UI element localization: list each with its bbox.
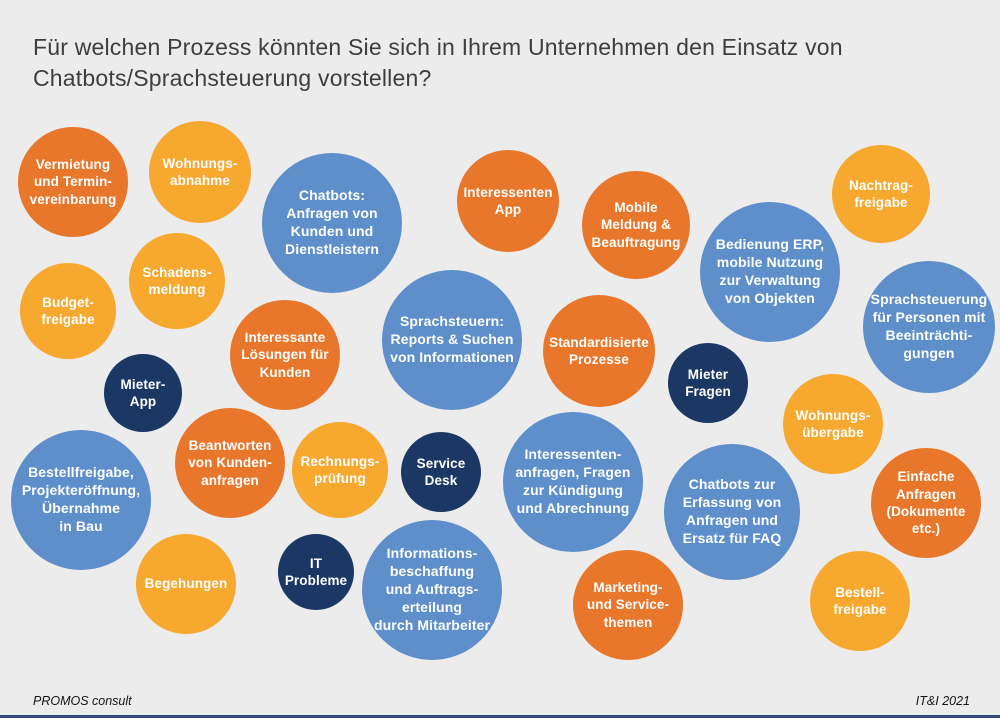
page-title: Für welchen Prozess könnten Sie sich in …	[33, 34, 843, 92]
bubble-rechnungspruefung: Rechnungs- prüfung	[292, 422, 388, 518]
bubble-informationsbeschaffung: Informations- beschaffung und Auftrags- …	[362, 520, 502, 660]
bubble-bestellfreigabe: Bestell- freigabe	[810, 551, 910, 651]
bubble-beantworten-kundenanfragen: Beantworten von Kunden- anfragen	[175, 408, 285, 518]
bubble-standardisierte-prozesse: Standardisierte Prozesse	[543, 295, 655, 407]
bottom-rule	[0, 715, 1000, 718]
bubble-interessante-loesungen: Interessante Lösungen für Kunden	[230, 300, 340, 410]
bubble-mobile-meldung-beauftragung: Mobile Meldung & Beauftragung	[582, 171, 690, 279]
footer-source: PROMOS consult	[33, 694, 132, 708]
bubble-schadensmeldung: Schadens- meldung	[129, 233, 225, 329]
bubble-mieter-fragen: Mieter Fragen	[668, 343, 748, 423]
bubble-begehungen: Begehungen	[136, 534, 236, 634]
bubble-nachtragfreigabe: Nachtrag- freigabe	[832, 145, 930, 243]
bubble-chatbots-anfragen-kunden: Chatbots: Anfragen von Kunden und Dienst…	[262, 153, 402, 293]
bubble-service-desk: Service Desk	[401, 432, 481, 512]
bubble-interessenten-app: Interessenten App	[457, 150, 559, 252]
bubble-einfache-anfragen: Einfache Anfragen (Dokumente etc.)	[871, 448, 981, 558]
bubble-mieter-app: Mieter- App	[104, 354, 182, 432]
bubble-marketing-servicethemen: Marketing- und Service- themen	[573, 550, 683, 660]
bubble-chatbots-erfassung-faq: Chatbots zur Erfassung von Anfragen und …	[664, 444, 800, 580]
bubble-vermietung-terminvereinbarung: Vermietung und Termin- vereinbarung	[18, 127, 128, 237]
footer-edition: IT&I 2021	[915, 694, 970, 708]
bubble-sprachsteuern-reports: Sprachsteuern: Reports & Suchen von Info…	[382, 270, 522, 410]
bubble-wohnungsabnahme: Wohnungs- abnahme	[149, 121, 251, 223]
bubble-it-probleme: IT Probleme	[278, 534, 354, 610]
bubble-interessentenanfragen: Interessenten- anfragen, Fragen zur Künd…	[503, 412, 643, 552]
bubble-bedienung-erp: Bedienung ERP, mobile Nutzung zur Verwal…	[700, 202, 840, 342]
bubble-sprachsteuerung-personen: Sprachsteuerung für Personen mit Beeintr…	[863, 261, 995, 393]
bubble-wohnungsuebergabe: Wohnungs- übergabe	[783, 374, 883, 474]
bubble-bestellfreigabe-projekt: Bestellfreigabe, Projekteröffnung, Übern…	[11, 430, 151, 570]
bubble-budgetfreigabe: Budget- freigabe	[20, 263, 116, 359]
